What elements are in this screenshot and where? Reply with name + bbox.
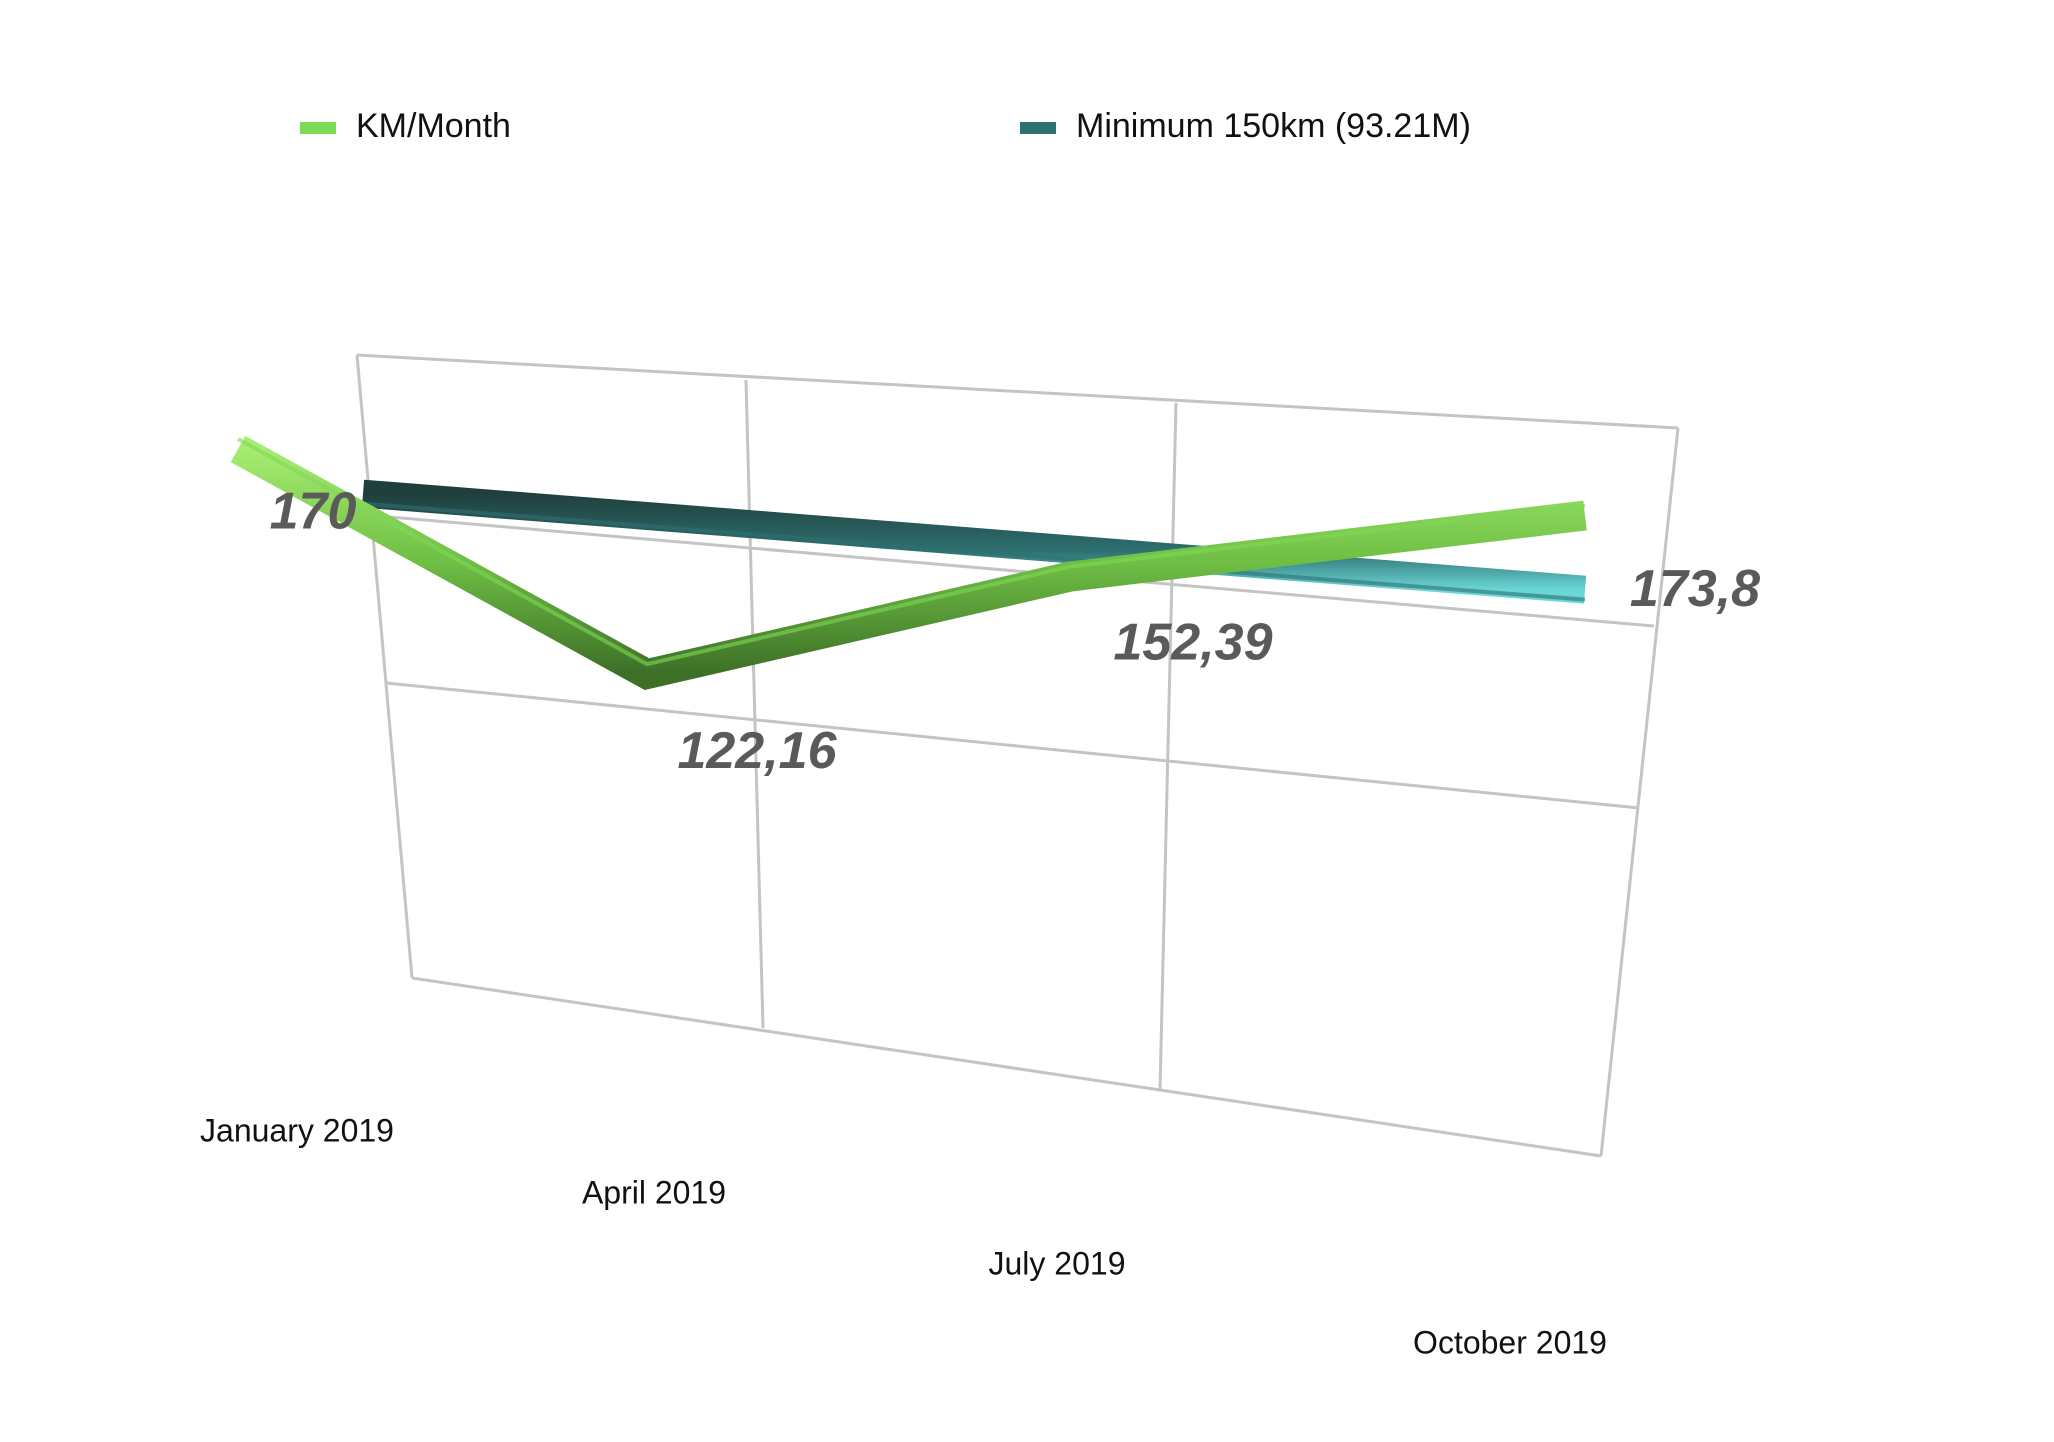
grid-line [1158, 402, 1178, 1091]
data-label: 170 [270, 483, 357, 541]
grid-line [1599, 427, 1680, 1157]
data-label: 122,16 [677, 722, 837, 780]
series-highlight [362, 501, 1586, 602]
series-layer: 170 122,16 152,39 173,8 [230, 435, 1760, 780]
x-tick-label: October 2019 [1413, 1324, 1607, 1360]
grid-line [744, 379, 765, 1029]
grid-line [411, 976, 1602, 1158]
legend-label: Minimum 150km (93.21M) [1076, 107, 1471, 145]
grid-line [385, 681, 1640, 810]
grid-line [355, 354, 414, 979]
x-tick-label: January 2019 [200, 1112, 394, 1148]
series-line [230, 435, 1587, 691]
x-tick-label: April 2019 [582, 1174, 726, 1210]
series-highlight [237, 437, 1586, 667]
x-tick-label: July 2019 [989, 1245, 1126, 1281]
series-line [361, 479, 1587, 604]
plot-frame [355, 353, 1680, 1158]
data-label: 152,39 [1113, 613, 1272, 671]
legend-swatch [300, 122, 336, 134]
legend-swatch [1020, 122, 1056, 134]
grid-line [356, 353, 1679, 430]
data-label: 173,8 [1630, 560, 1760, 618]
legend-label: KM/Month [356, 107, 511, 145]
grid-line [366, 513, 1655, 628]
